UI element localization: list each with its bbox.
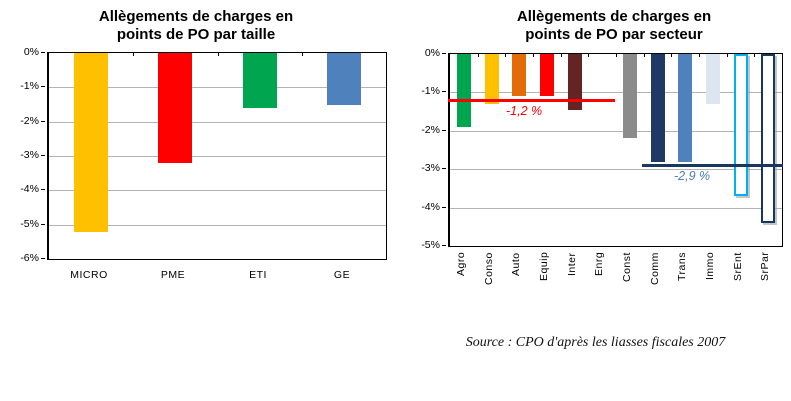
- y-axis-tick: [442, 91, 446, 92]
- chart-title-taille-line2: points de PO par taille: [116, 26, 276, 43]
- bar-srpar: [761, 54, 775, 223]
- gridline: [49, 156, 386, 157]
- bar-equip: [540, 54, 554, 96]
- x-label-comm: Comm: [649, 252, 661, 285]
- category-boundary-tick: [671, 54, 672, 57]
- plot-area-secteur: -1,2 % -2,9 %: [448, 53, 783, 247]
- plot-area-taille: [47, 52, 387, 260]
- bar-comm: [651, 54, 665, 162]
- ref-line: [642, 164, 783, 167]
- y-tick-label: -3%: [20, 149, 39, 161]
- bar-trans: [678, 54, 692, 162]
- y-tick-label: -5%: [421, 239, 440, 251]
- gridline: [450, 208, 782, 209]
- y-tick-label: -2%: [421, 124, 440, 136]
- y-tick-label: -1%: [20, 80, 39, 92]
- chart-title-taille: Allègements de charges en points de PO p…: [20, 8, 372, 44]
- gridline: [49, 122, 386, 123]
- y-tick-label: -1%: [421, 85, 440, 97]
- x-label-equip: Equip: [538, 252, 550, 282]
- bar-ge: [327, 53, 361, 105]
- gridline: [450, 92, 782, 93]
- y-axis-tick: [41, 224, 45, 225]
- bar-auto: [512, 54, 526, 96]
- y-tick-label: -2%: [20, 115, 39, 127]
- x-label-auto: Auto: [510, 252, 522, 276]
- x-label-eti: ETI: [249, 269, 267, 281]
- y-tick-label: 0%: [424, 47, 440, 59]
- x-label-trans: Trans: [676, 252, 688, 281]
- chart-title-secteur-line2: points de PO par secteur: [525, 26, 703, 43]
- bar-agro: [457, 54, 471, 127]
- y-tick-label: 0%: [23, 46, 39, 58]
- x-label-enrg: Enrg: [593, 252, 605, 277]
- bar-micro: [74, 53, 108, 232]
- gridline: [49, 190, 386, 191]
- y-axis-tick: [41, 86, 45, 87]
- x-label-pme: PME: [160, 269, 186, 281]
- x-label-const: Const: [621, 252, 633, 282]
- y-tick-label: -3%: [421, 162, 440, 174]
- category-boundary-tick: [561, 54, 562, 57]
- ref-line-label: -1,2 %: [506, 104, 543, 118]
- y-axis-tick: [41, 155, 45, 156]
- category-boundary-tick: [727, 54, 728, 57]
- bar-srent: [734, 54, 748, 196]
- y-tick-label: -6%: [20, 252, 39, 264]
- ref-line: [448, 99, 615, 102]
- ref-line-label: -2,9 %: [674, 169, 711, 183]
- y-axis-tick: [442, 53, 446, 54]
- chart-title-taille-line1: Allègements de charges en: [98, 8, 294, 25]
- x-label-inter: Inter: [566, 252, 578, 276]
- gridline: [49, 225, 386, 226]
- category-boundary-tick: [533, 54, 534, 57]
- category-boundary-tick: [133, 53, 134, 56]
- y-tick-label: -5%: [20, 218, 39, 230]
- y-axis-tick: [442, 130, 446, 131]
- gridline: [450, 169, 782, 170]
- x-label-ge: GE: [333, 269, 351, 281]
- x-label-conso: Conso: [483, 252, 495, 285]
- category-boundary-tick: [644, 54, 645, 57]
- bar-eti: [243, 53, 277, 108]
- x-label-agro: Agro: [455, 252, 467, 277]
- y-axis-tick: [442, 207, 446, 208]
- y-axis-tick: [41, 258, 45, 259]
- bar-conso: [485, 54, 499, 104]
- y-axis-tick: [442, 245, 446, 246]
- y-axis-tick: [41, 52, 45, 53]
- chart-title-secteur: Allègements de charges en points de PO p…: [436, 8, 791, 44]
- category-boundary-tick: [699, 54, 700, 57]
- bar-const: [623, 54, 637, 138]
- bar-pme: [158, 53, 192, 163]
- category-boundary-tick: [616, 54, 617, 57]
- x-label-immo: Immo: [704, 252, 716, 281]
- bar-inter: [568, 54, 582, 110]
- y-axis-tick: [41, 121, 45, 122]
- category-boundary-tick: [218, 53, 219, 56]
- source-note: Source : CPO d'après les liasses fiscale…: [465, 335, 726, 350]
- chart-title-secteur-line1: Allègements de charges en: [516, 8, 712, 25]
- category-boundary-tick: [302, 53, 303, 56]
- gridline: [450, 131, 782, 132]
- bar-immo: [706, 54, 720, 104]
- y-axis-tick: [41, 189, 45, 190]
- y-tick-label: -4%: [421, 201, 440, 213]
- category-boundary-tick: [505, 54, 506, 57]
- x-label-srpar: SrPar: [759, 252, 771, 282]
- category-boundary-tick: [478, 54, 479, 57]
- x-label-srent: SrEnt: [732, 252, 744, 281]
- y-tick-label: -4%: [20, 183, 39, 195]
- category-boundary-tick: [588, 54, 589, 57]
- category-boundary-tick: [754, 54, 755, 57]
- x-label-micro: MICRO: [70, 269, 108, 281]
- y-axis-tick: [442, 168, 446, 169]
- gridline: [49, 87, 386, 88]
